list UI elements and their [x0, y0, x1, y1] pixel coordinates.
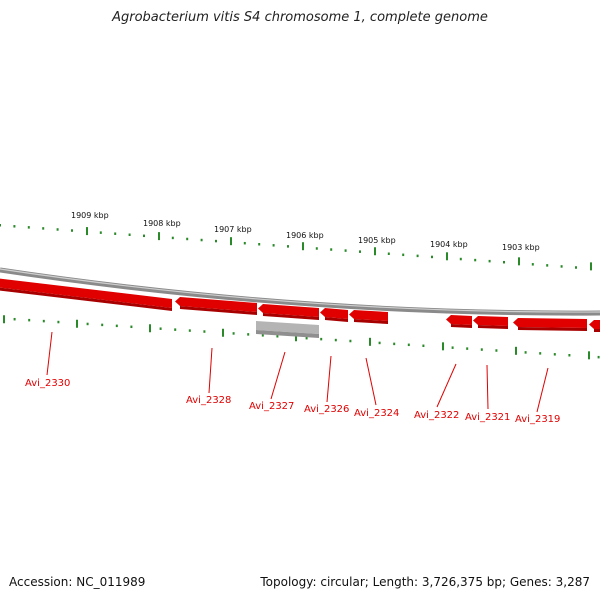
gene-arrow [349, 310, 388, 324]
gene-arrow-body [446, 315, 472, 325]
pseudo-gene-bar-shadow [256, 330, 319, 338]
scale-label: 1904 kbp [430, 240, 468, 249]
gene-arrow-shadow [263, 313, 319, 320]
gene-label[interactable]: Avi_2326 [304, 404, 349, 415]
gene-label[interactable]: Avi_2321 [465, 412, 510, 423]
gene-arrow-shadow [354, 319, 388, 324]
gene-arrow-body [0, 278, 172, 308]
gene-leader-line [46, 331, 53, 376]
gene-arrow [0, 278, 172, 311]
gene-arrow-shadow [451, 324, 472, 328]
gene-arrow-body [349, 310, 388, 321]
gene-arrow [589, 320, 600, 332]
gene-label[interactable]: Avi_2319 [515, 414, 560, 425]
gene-leader-line [536, 367, 549, 413]
gene-arrow-shadow [478, 325, 508, 329]
genome-summary-text: Topology: circular; Length: 3,726,375 bp… [260, 575, 590, 589]
gene-leader-line [326, 355, 332, 403]
pseudo-gene-bar [256, 321, 319, 334]
gene-leader-line [436, 363, 457, 408]
gene-arrow-body [175, 297, 257, 312]
gene-arrow [446, 315, 472, 328]
gene-arrow [473, 316, 508, 329]
scale-label: 1903 kbp [502, 243, 540, 252]
gene-features [0, 278, 600, 338]
scale-label: 1908 kbp [143, 219, 181, 228]
scale-labels: 1909 kbp 1908 kbp 1907 kbp 1906 kbp 1905 kbp… [71, 211, 540, 252]
scale-label: 1905 kbp [358, 236, 396, 245]
scale-ticks-inner [3, 315, 600, 360]
gene-arrow-shadow [518, 327, 587, 331]
scale-label: 1907 kbp [214, 225, 252, 234]
gene-label[interactable]: Avi_2322 [414, 410, 459, 421]
gene-label[interactable]: Avi_2324 [354, 408, 399, 419]
gene-arrow-body [589, 320, 600, 329]
gene-arrow [513, 318, 587, 331]
gene-arrow-shadow [594, 329, 600, 332]
gene-arrow-body [320, 308, 348, 319]
map-title: Agrobacterium vitis S4 chromosome 1, com… [112, 10, 488, 25]
gene-arrow-shadow [0, 287, 172, 311]
scale-label: 1906 kbp [286, 231, 324, 240]
gene-leader-line [208, 347, 213, 394]
gene-label-leaders [46, 331, 549, 413]
gene-arrow-shadow [325, 317, 348, 322]
gene-label[interactable]: Avi_2327 [249, 401, 294, 412]
gene-arrow-body [473, 316, 508, 326]
gene-arrow [258, 304, 319, 320]
chromosome-backbone-highlight [0, 268, 600, 313]
gene-arrow-body [258, 304, 319, 317]
chromosome-backbone [0, 267, 600, 316]
gene-label[interactable]: Avi_2328 [186, 395, 231, 406]
gene-leader-line [486, 364, 489, 410]
accession-text: Accession: NC_011989 [9, 575, 146, 589]
gene-leader-line [365, 357, 377, 406]
gene-arrow [175, 297, 257, 315]
scale-ticks-outer [0, 224, 592, 271]
gene-arrow [320, 308, 348, 322]
gene-labels: Avi_2330 Avi_2328 Avi_2327 Avi_2326 Avi_2324… [25, 378, 560, 425]
scale-label: 1909 kbp [71, 211, 109, 220]
gene-leader-line [270, 351, 286, 400]
gene-arrow-shadow [180, 306, 257, 315]
gene-arrow-body [513, 318, 587, 328]
gene-label[interactable]: Avi_2330 [25, 378, 70, 389]
